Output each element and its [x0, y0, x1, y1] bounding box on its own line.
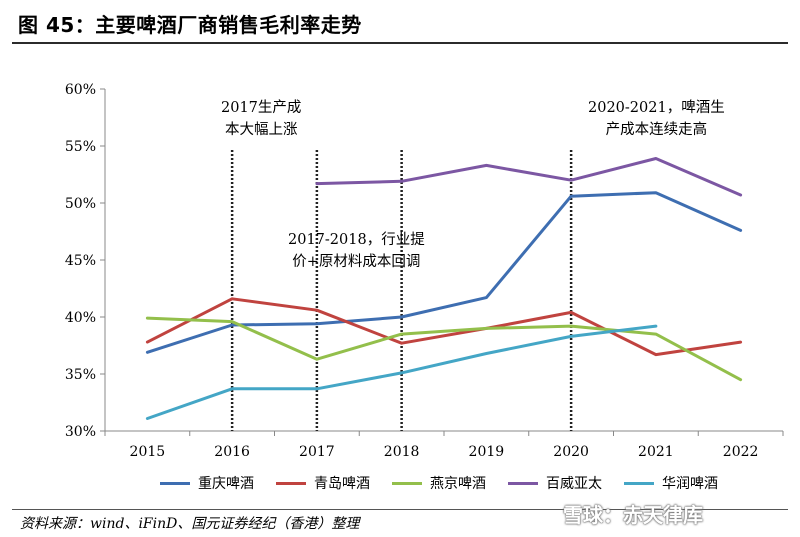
- legend-item-cr-beer: 华润啤酒: [624, 473, 718, 493]
- annotation-line: 2017生产成: [221, 100, 302, 116]
- x-tick-label: 2016: [214, 444, 250, 460]
- bottom-rule: [12, 509, 788, 510]
- y-tick-label: 45%: [65, 253, 96, 269]
- x-tick-label: 2015: [130, 444, 166, 460]
- x-tick-label: 2022: [723, 444, 759, 460]
- annotation-line: 2017-2018，行业提: [288, 232, 425, 248]
- legend-swatch: [624, 481, 654, 485]
- source-note: 资料来源：wind、iFinD、国元证券经纪（香港）整理: [20, 516, 360, 532]
- series-line-0: [145, 191, 743, 354]
- annotation-line: 本大幅上涨: [224, 122, 298, 138]
- y-tick-label: 35%: [65, 367, 96, 383]
- y-tick-label: 55%: [65, 139, 96, 155]
- legend-swatch: [276, 481, 306, 485]
- series-line-2: [145, 316, 743, 382]
- annotation-line: 2020-2021，啤酒生: [588, 100, 725, 116]
- legend-item-tsingtao: 青岛啤酒: [276, 473, 370, 493]
- legend-label: 燕京啤酒: [430, 476, 486, 492]
- legend-swatch: [508, 481, 538, 485]
- figure-title: 图 45：主要啤酒厂商销售毛利率走势: [18, 13, 362, 37]
- legend-label: 华润啤酒: [662, 476, 718, 492]
- dashed-markers: [230, 150, 573, 431]
- y-tick-label: 40%: [65, 310, 96, 326]
- legend: 重庆啤酒 青岛啤酒 燕京啤酒 百威亚太 华润啤酒: [160, 473, 718, 493]
- legend-item-yanjing: 燕京啤酒: [392, 473, 486, 493]
- legend-label: 百威亚太: [546, 476, 602, 492]
- x-tick-label: 2017: [299, 444, 335, 460]
- axes: 30% 35% 40% 45% 50% 55% 60% 2015 2016 2017 2018 201…: [65, 82, 784, 460]
- annotation-2017-cost-rise: 2017生产成 本大幅上涨: [221, 97, 301, 141]
- annotation-line: 价+原材料成本回调: [292, 254, 421, 270]
- legend-label: 青岛啤酒: [314, 476, 370, 492]
- watermark: 雪球：赤天律库: [563, 503, 703, 527]
- annotation-2020-2021-cost-up: 2020-2021，啤酒生 产成本连续走高: [588, 97, 725, 141]
- legend-item-chongqing: 重庆啤酒: [160, 473, 254, 493]
- series-line-1: [145, 297, 743, 357]
- series-line-3: [315, 157, 743, 197]
- annotation-2017-2018-price-hike: 2017-2018，行业提 价+原材料成本回调: [288, 229, 425, 273]
- top-rule: [12, 42, 788, 44]
- series-line-4: [145, 324, 658, 420]
- y-tick-label: 50%: [65, 196, 96, 212]
- series-group: [145, 157, 743, 420]
- annotation-line: 产成本连续走高: [605, 122, 708, 138]
- x-tick-label: 2019: [469, 444, 505, 460]
- legend-label: 重庆啤酒: [198, 476, 254, 492]
- legend-swatch: [392, 481, 422, 485]
- legend-swatch: [160, 481, 190, 485]
- legend-item-budweiser-apac: 百威亚太: [508, 473, 602, 493]
- x-tick-label: 2020: [553, 444, 589, 460]
- y-tick-label: 60%: [65, 82, 96, 98]
- y-tick-label: 30%: [65, 424, 96, 440]
- x-tick-label: 2021: [638, 444, 674, 460]
- x-tick-label: 2018: [384, 444, 420, 460]
